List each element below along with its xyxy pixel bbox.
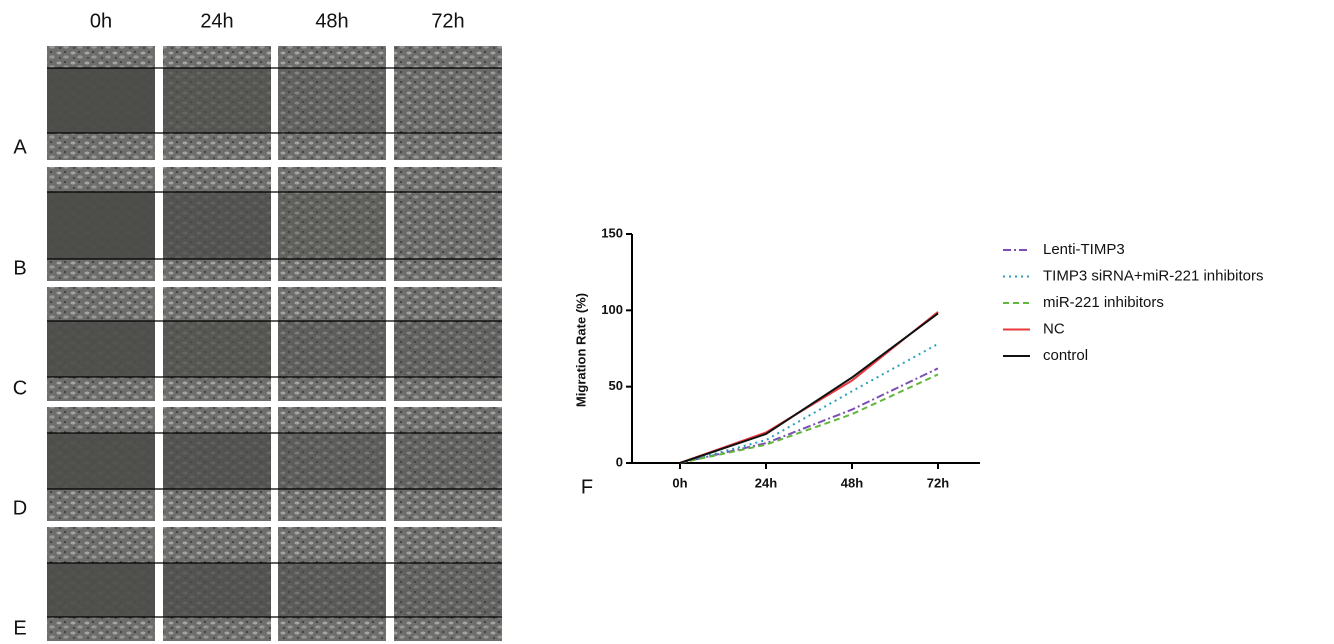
legend-label: NC: [1043, 320, 1065, 337]
wound-gap: [394, 192, 502, 259]
micrograph: [394, 407, 502, 521]
y-tick-label: 100: [601, 302, 623, 317]
row-label: E: [13, 617, 26, 639]
y-tick-label: 150: [601, 225, 623, 240]
wound-gap: [47, 68, 155, 133]
wound-gap: [394, 433, 502, 489]
wound-gap: [278, 192, 386, 259]
microscopy-panels: 0h 24h 48h 72h A B C D E: [13, 10, 502, 641]
wound-gap: [163, 192, 271, 259]
y-tick-label: 50: [609, 378, 623, 393]
wound-gap: [394, 68, 502, 133]
series-line: [679, 312, 939, 464]
wound-gap: [47, 433, 155, 489]
wound-gap: [163, 68, 271, 133]
micrograph: [278, 287, 386, 401]
wound-gap: [394, 563, 502, 617]
micrograph: [394, 527, 502, 641]
column-label: 72h: [431, 10, 464, 32]
wound-gap: [163, 563, 271, 617]
legend-label: TIMP3 siRNA+miR-221 inhibitors: [1043, 267, 1263, 284]
micrograph: [394, 287, 502, 401]
y-axis-label: Migration Rate (%): [573, 293, 588, 407]
wound-gap: [47, 563, 155, 617]
legend-label: miR-221 inhibitors: [1043, 294, 1164, 311]
row-label: C: [13, 377, 27, 399]
column-label: 0h: [90, 10, 112, 32]
line-chart: 0 50 100 150 0h 24h 48h 72h Migration Rate (%) F L…: [573, 225, 1263, 498]
wound-gap: [47, 321, 155, 377]
legend-label: control: [1043, 347, 1088, 364]
wound-gap: [163, 433, 271, 489]
wound-gap: [394, 321, 502, 377]
wound-gap: [278, 563, 386, 617]
series-line: [679, 311, 939, 464]
row-label: D: [13, 497, 27, 519]
x-tick-label: 72h: [927, 475, 949, 490]
wound-gap: [47, 192, 155, 259]
micrograph: [394, 46, 502, 160]
wound-gap: [278, 321, 386, 377]
y-tick-label: 0: [616, 454, 623, 469]
x-tick-label: 48h: [841, 475, 863, 490]
micrograph: [278, 46, 386, 160]
row-label: B: [13, 257, 26, 279]
wound-gap: [163, 321, 271, 377]
series-line: [679, 343, 939, 464]
x-tick-label: 0h: [672, 475, 687, 490]
panel-label: F: [581, 476, 593, 498]
column-label: 24h: [200, 10, 233, 32]
wound-gap: [278, 68, 386, 133]
series-line: [679, 373, 939, 464]
row-label: A: [13, 136, 27, 158]
x-tick-label: 24h: [755, 475, 777, 490]
micrograph: [278, 167, 386, 281]
wound-gap: [278, 433, 386, 489]
legend-label: Lenti-TIMP3: [1043, 241, 1125, 258]
micrograph: [394, 167, 502, 281]
column-label: 48h: [315, 10, 348, 32]
